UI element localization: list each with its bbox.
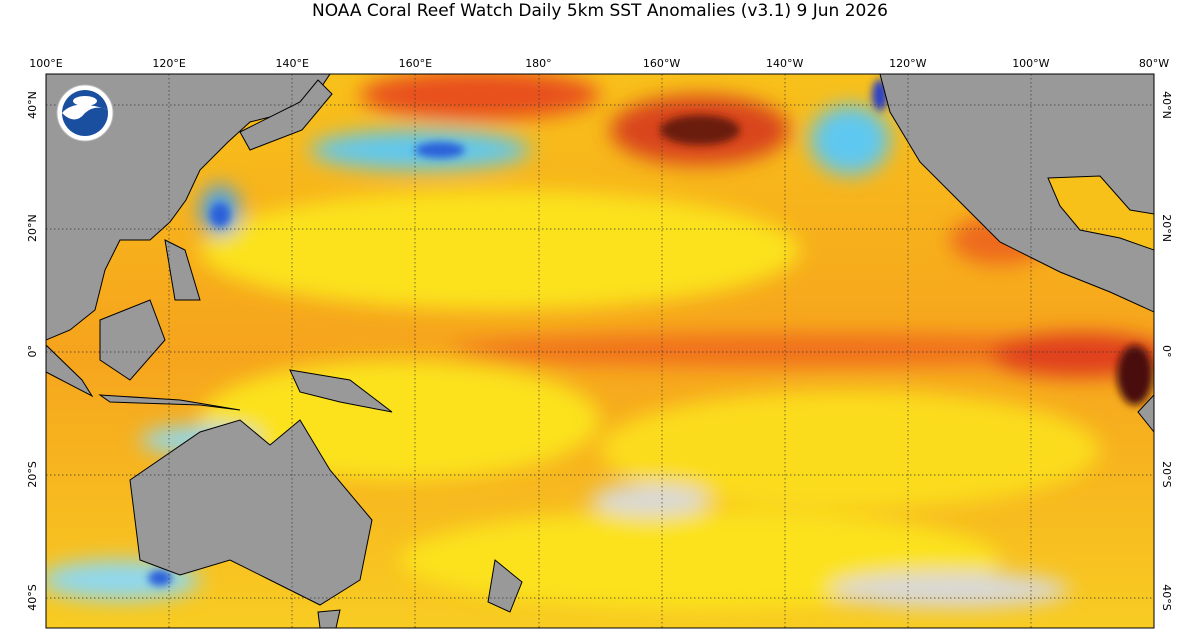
longitude-label: 160°E	[399, 57, 432, 70]
latitude-label: 40°S	[26, 584, 39, 610]
latitude-label: 40°S	[1160, 584, 1173, 610]
map-frame	[45, 73, 1155, 629]
noaa-logo	[56, 84, 114, 142]
longitude-label: 80°W	[1139, 57, 1169, 70]
latitude-label: 40°N	[1160, 91, 1173, 119]
longitude-label: 140°W	[766, 57, 803, 70]
coordinate-labels: 100°E 120°E 140°E 160°E 180° 160°W 140°W 120°W 1…	[26, 57, 1173, 611]
latitude-label: 20°N	[26, 214, 39, 242]
sst-field	[46, 74, 1154, 628]
longitude-label: 180°	[525, 57, 552, 70]
longitude-label: 120°W	[889, 57, 926, 70]
latitude-label: 20°N	[1160, 214, 1173, 242]
latitude-label: 20°S	[26, 461, 39, 487]
latitude-label: 20°S	[1160, 461, 1173, 487]
longitude-label: 100°E	[29, 57, 62, 70]
longitude-label: 120°E	[152, 57, 185, 70]
map-title: NOAA Coral Reef Watch Daily 5km SST Anom…	[312, 1, 888, 21]
latitude-label: 0°	[26, 345, 39, 358]
latitude-label: 40°N	[26, 91, 39, 119]
longitude-label: 160°W	[643, 57, 680, 70]
longitude-label: 140°E	[275, 57, 308, 70]
longitude-label: 100°W	[1012, 57, 1049, 70]
graticule	[46, 74, 1154, 628]
latitude-label: 0°	[1160, 345, 1173, 358]
